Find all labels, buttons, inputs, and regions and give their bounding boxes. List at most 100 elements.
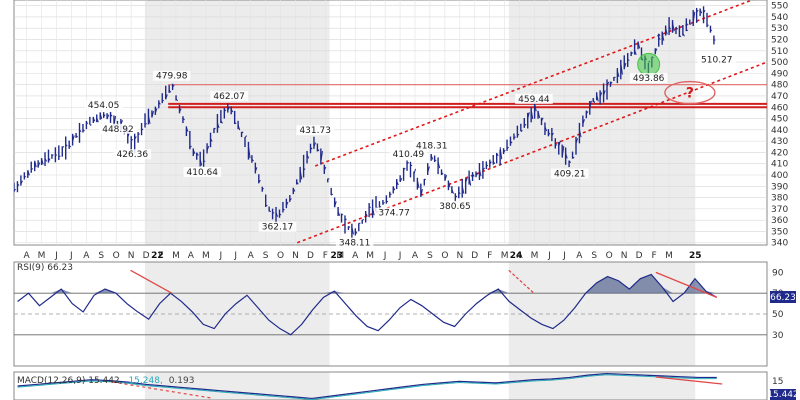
- y-tick-label: 390: [771, 182, 788, 192]
- month-label: S: [427, 251, 433, 261]
- price-label-bg: [258, 221, 297, 232]
- price-bar-tick: [196, 152, 199, 156]
- price-bar-tick: [275, 212, 279, 217]
- month-label: J: [562, 251, 566, 261]
- y-tick-label: 380: [771, 194, 788, 204]
- price-bar-tick: [354, 230, 358, 234]
- month-label: J: [218, 251, 222, 261]
- price-label: 348.11: [339, 239, 371, 249]
- month-label: F: [487, 251, 492, 261]
- price-bar-tick: [227, 106, 230, 111]
- price-bar-tick: [320, 150, 323, 163]
- month-label: M: [202, 251, 210, 261]
- y-tick-label: 410: [771, 160, 788, 170]
- price-bar-tick: [554, 144, 558, 147]
- price-bar-tick: [403, 167, 406, 171]
- price-label-bg: [515, 93, 553, 104]
- price-bar-tick: [365, 213, 368, 216]
- price-bar-tick: [544, 126, 548, 132]
- y-tick-label: 480: [771, 81, 788, 91]
- y-tick-label: 430: [771, 137, 788, 147]
- month-label: O: [441, 251, 448, 261]
- month-label: M: [531, 251, 539, 261]
- price-bar-tick: [237, 124, 241, 131]
- price-bar-tick: [65, 144, 68, 147]
- price-label: 448.92: [102, 125, 134, 135]
- price-bar-tick: [496, 153, 499, 156]
- price-bar-tick: [596, 94, 599, 102]
- price-bar-tick: [179, 108, 182, 113]
- price-bar-tick: [437, 161, 441, 169]
- rsi-tick-label: 50: [772, 310, 784, 320]
- price-bar-tick: [351, 226, 354, 235]
- price-bar-tick: [213, 127, 216, 130]
- price-bar-tick: [620, 62, 623, 75]
- price-bar-tick: [296, 181, 299, 185]
- month-label: S: [591, 251, 597, 261]
- price-label-bg: [629, 73, 668, 84]
- macd-tick-15: 15: [772, 377, 783, 387]
- macd-legend: MACD(12,26,9) 15.442, 15.248, 0.193: [17, 376, 194, 386]
- price-bar-tick: [330, 193, 334, 196]
- price-bar-tick: [430, 155, 434, 160]
- price-bar-tick: [279, 213, 282, 216]
- y-tick-label: 350: [771, 227, 788, 237]
- month-label: F: [158, 251, 163, 261]
- question-mark: ?: [686, 86, 694, 102]
- price-label-bg: [152, 70, 191, 81]
- rsi-divergence-line: [130, 269, 173, 294]
- price-bar-tick: [599, 92, 603, 97]
- y-tick-label: 340: [771, 239, 788, 249]
- price-bar-tick: [585, 111, 589, 114]
- y-tick-label: 470: [771, 92, 788, 102]
- macd-plot: [17, 372, 717, 400]
- price-bar-tick: [17, 183, 20, 186]
- price-bar-tick: [420, 189, 423, 197]
- price-bar-tick: [661, 32, 665, 41]
- price-bar-tick: [565, 153, 568, 159]
- price-bar-tick: [689, 23, 692, 25]
- price-bar-tick: [41, 158, 44, 165]
- price-bar-tick: [530, 109, 534, 120]
- month-label: A: [352, 251, 359, 261]
- price-bar-tick: [489, 161, 492, 165]
- price-bar-tick: [475, 172, 479, 177]
- month-label: D: [636, 251, 643, 261]
- month-label: A: [23, 251, 30, 261]
- month-label: N: [621, 251, 628, 261]
- price-label: 462.07: [213, 92, 245, 102]
- price-bar-tick: [86, 122, 89, 125]
- price-bar-tick: [120, 120, 123, 125]
- price-bar-tick: [679, 35, 682, 38]
- price-bar-tick: [561, 145, 565, 158]
- price-bar-tick: [527, 112, 530, 119]
- y-tick-label: 440: [771, 126, 788, 136]
- price-bar-tick: [68, 145, 72, 148]
- price-bar-tick: [48, 158, 51, 162]
- rsi-tick-label: 30: [772, 331, 784, 341]
- price-bar-tick: [27, 169, 30, 176]
- price-bar-tick: [147, 115, 151, 124]
- price-bar-tick: [541, 117, 544, 122]
- price-bar-tick: [592, 99, 596, 104]
- price-y-axis: 3403503603703803904004104204304404504604…: [771, 2, 788, 249]
- price-bar-tick: [268, 210, 272, 213]
- shaded-region: [144, 0, 330, 245]
- price-bar-tick: [627, 59, 630, 61]
- y-tick-label: 460: [771, 103, 788, 113]
- price-bar-tick: [551, 132, 554, 136]
- price-bar-tick: [130, 138, 134, 142]
- month-label: M: [366, 251, 374, 261]
- rsi-legend: RSI(9) 66.23: [17, 263, 73, 273]
- price-bar-tick: [616, 70, 620, 78]
- price-label: 409.21: [554, 170, 586, 180]
- month-label: S: [263, 251, 269, 261]
- price-bar-tick: [478, 169, 482, 177]
- month-label: J: [69, 251, 73, 261]
- month-label: A: [83, 251, 90, 261]
- price-bar-tick: [368, 206, 371, 209]
- price-bar-tick: [389, 193, 392, 196]
- month-label: N: [292, 251, 299, 261]
- price-label: 410.64: [187, 168, 219, 178]
